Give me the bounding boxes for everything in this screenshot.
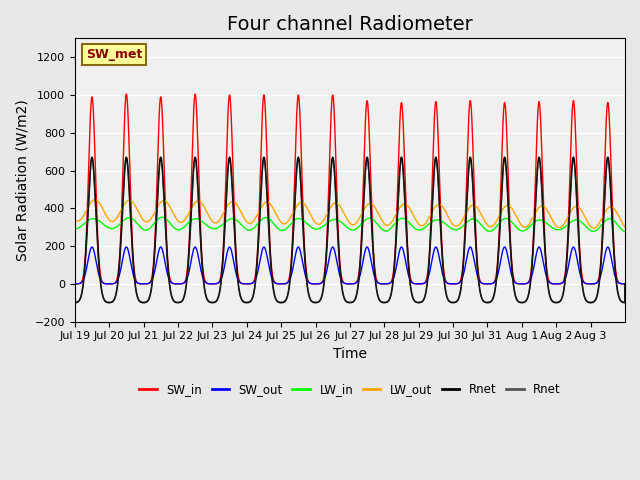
Line: LW_in: LW_in xyxy=(75,217,625,231)
Rnet xyxy=(621,281,629,287)
Legend: SW_in, SW_out, LW_in, LW_out, Rnet, Rnet: SW_in, SW_out, LW_in, LW_out, Rnet, Rnet xyxy=(134,378,565,401)
Rnet xyxy=(88,155,96,160)
LW_in xyxy=(158,214,166,220)
SW_in xyxy=(491,278,499,284)
LW_in xyxy=(90,216,98,222)
SW_out xyxy=(282,280,290,286)
SW_out xyxy=(406,277,414,283)
SW_in xyxy=(122,91,130,97)
Rnet xyxy=(282,296,290,302)
Line: Rnet: Rnet xyxy=(75,161,625,302)
X-axis label: Time: Time xyxy=(333,347,367,361)
Line: SW_out: SW_out xyxy=(75,247,625,284)
LW_in xyxy=(406,221,414,227)
SW_in xyxy=(392,241,399,247)
SW_in xyxy=(621,281,629,287)
Rnet xyxy=(406,282,414,288)
Line: SW_in: SW_in xyxy=(75,94,625,284)
SW_in xyxy=(330,98,337,104)
Y-axis label: Solar Radiation (W/m2): Solar Radiation (W/m2) xyxy=(15,99,29,261)
Rnet xyxy=(71,300,79,306)
LW_in xyxy=(282,226,290,231)
Rnet xyxy=(330,162,337,168)
LW_out xyxy=(392,213,399,218)
Text: SW_met: SW_met xyxy=(86,48,142,61)
LW_out xyxy=(621,224,629,230)
LW_out xyxy=(90,197,98,203)
LW_out xyxy=(71,216,79,222)
SW_out xyxy=(392,268,399,274)
Rnet xyxy=(621,281,629,287)
SW_in xyxy=(90,122,98,128)
SW_in xyxy=(406,275,414,280)
Rnet xyxy=(392,248,399,253)
SW_in xyxy=(282,280,290,286)
SW_in xyxy=(71,281,79,287)
LW_in xyxy=(71,226,79,232)
Rnet xyxy=(491,290,499,296)
LW_out xyxy=(330,201,337,207)
LW_out xyxy=(406,207,414,213)
SW_out xyxy=(491,279,499,285)
SW_out xyxy=(90,249,98,254)
LW_in xyxy=(491,226,499,231)
LW_in xyxy=(330,217,337,223)
Rnet xyxy=(491,290,499,296)
LW_out xyxy=(282,220,290,226)
Rnet xyxy=(406,282,414,288)
Rnet xyxy=(90,173,98,179)
LW_out xyxy=(491,221,499,227)
Line: LW_out: LW_out xyxy=(75,200,625,228)
Rnet xyxy=(282,296,290,302)
Rnet xyxy=(71,299,79,305)
Rnet xyxy=(392,249,399,254)
LW_in xyxy=(621,228,629,234)
LW_in xyxy=(392,220,399,226)
Title: Four channel Radiometer: Four channel Radiometer xyxy=(227,15,473,34)
Rnet xyxy=(88,158,96,164)
Rnet xyxy=(90,176,98,182)
Rnet xyxy=(330,158,337,164)
SW_out xyxy=(71,281,79,287)
SW_out xyxy=(88,244,96,250)
SW_out xyxy=(330,245,337,251)
SW_out xyxy=(621,281,629,287)
Line: Rnet: Rnet xyxy=(75,157,625,303)
LW_out xyxy=(91,197,99,203)
LW_out xyxy=(590,225,598,231)
